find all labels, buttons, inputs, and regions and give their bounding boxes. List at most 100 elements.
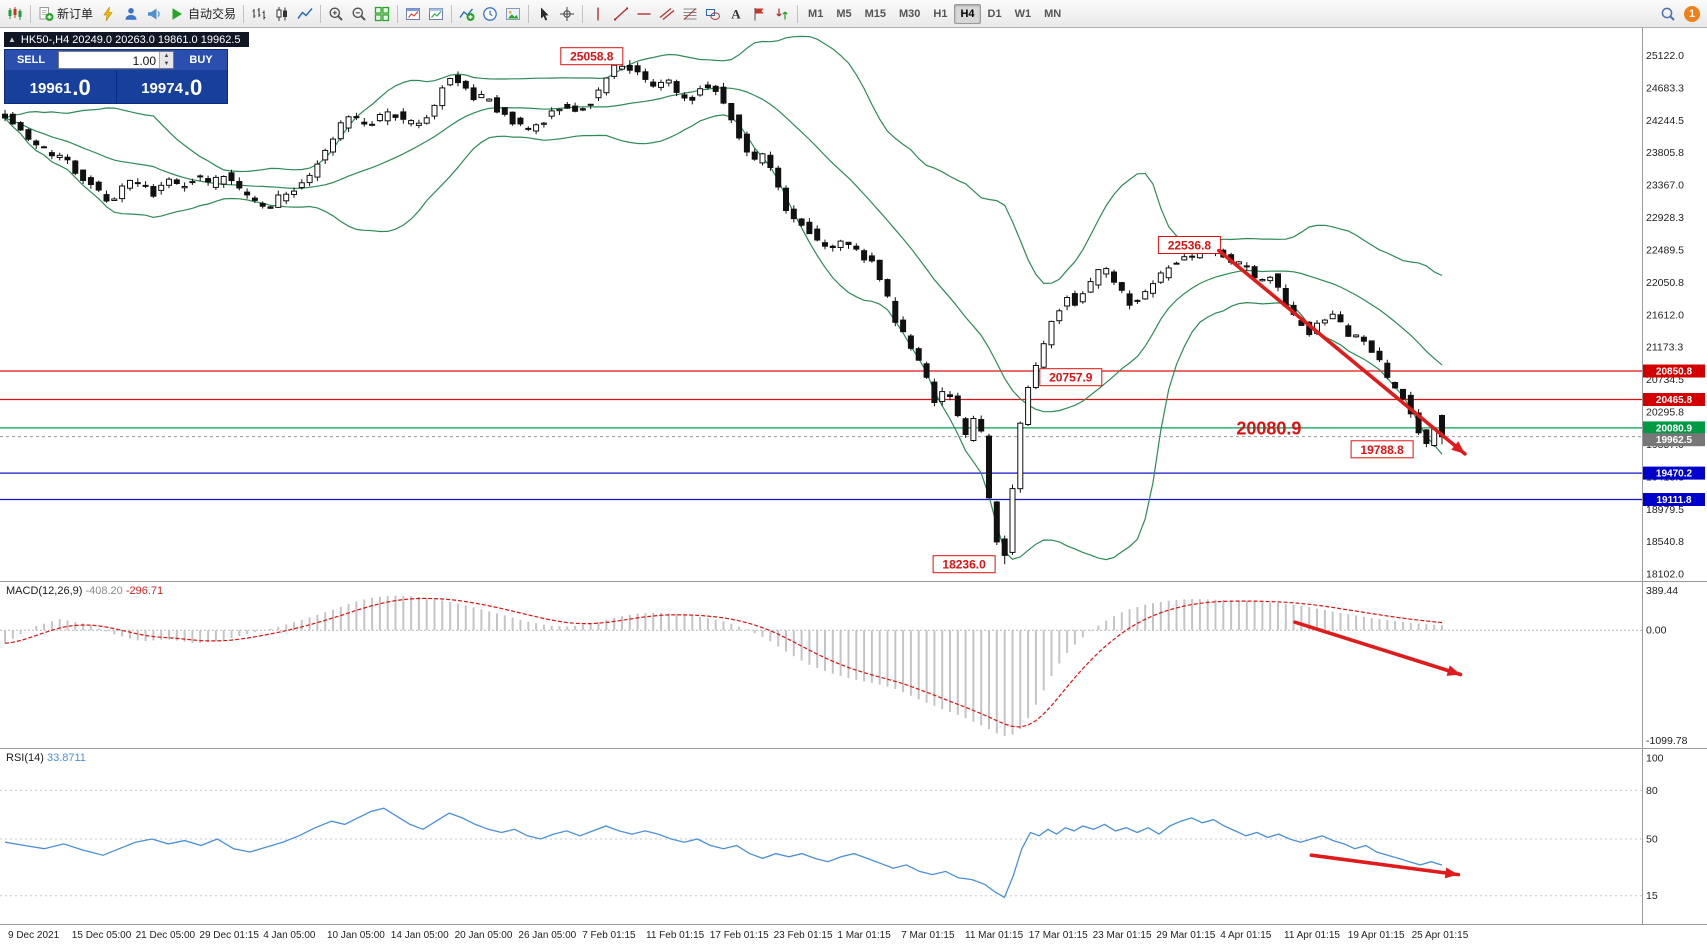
- label-tool-button[interactable]: [748, 3, 770, 25]
- candle-body: [17, 122, 24, 131]
- zoom-out-button[interactable]: [348, 3, 370, 25]
- vertical-line-tool-button[interactable]: [587, 3, 609, 25]
- price-level-tag-bg: [1643, 493, 1705, 506]
- candle-body: [642, 71, 649, 80]
- chart-candles-mode-icon: [274, 6, 290, 22]
- timeframe-m5[interactable]: M5: [836, 7, 852, 20]
- candle-body: [743, 133, 750, 153]
- chart-shift-button[interactable]: [425, 3, 447, 25]
- timeframe-w1[interactable]: W1: [1014, 7, 1032, 20]
- macd-histogram[interactable]: [4, 595, 1443, 736]
- price-annotation[interactable]: 18236.0: [932, 555, 996, 574]
- bollinger-bands[interactable]: [4, 35, 1443, 561]
- macd-indicator-label: MACD(12,26,9) -408.20 -296.71: [6, 585, 163, 597]
- volume-down-icon[interactable]: ▼: [160, 60, 173, 68]
- macd-signal-value: -296.71: [125, 585, 164, 597]
- signals-button[interactable]: [143, 3, 165, 25]
- cursor-tool-button[interactable]: [533, 3, 555, 25]
- price-level-tag-bg: [1643, 421, 1705, 435]
- price-annotation-big[interactable]: 20080.9: [1236, 418, 1301, 438]
- price-annotation[interactable]: 22536.8: [1157, 236, 1221, 254]
- candle-body: [900, 319, 907, 333]
- price-annotation[interactable]: 20757.9: [1039, 368, 1103, 387]
- candle-body: [1001, 538, 1008, 556]
- candle-body: [2, 113, 8, 119]
- bollinger-lower-band[interactable]: [4, 114, 1443, 561]
- rsi-line[interactable]: [4, 807, 1443, 899]
- bollinger-middle-band[interactable]: [4, 87, 1443, 413]
- candle-body: [72, 160, 79, 174]
- chart-bars-mode-button[interactable]: [248, 3, 270, 25]
- one-click-trading-button[interactable]: [97, 3, 119, 25]
- timeframe-mn[interactable]: MN: [1044, 7, 1062, 20]
- candle-body: [400, 111, 407, 120]
- price-annotation[interactable]: 19788.8: [1350, 440, 1414, 459]
- volume-value[interactable]: 1.00: [132, 54, 156, 68]
- auto-trading-button[interactable]: 自动交易: [166, 3, 239, 25]
- candle-body: [392, 114, 399, 118]
- collapse-icon[interactable]: ▲: [8, 35, 16, 44]
- timeframe-m1[interactable]: M1: [808, 7, 824, 20]
- trend-arrow[interactable]: [1293, 620, 1463, 677]
- volume-up-icon[interactable]: ▲: [160, 52, 173, 60]
- screenshot-icon: [505, 6, 521, 22]
- candle-body: [119, 185, 126, 200]
- trend-arrow[interactable]: [1309, 853, 1461, 879]
- candle-body: [1064, 297, 1071, 307]
- candle-body: [423, 117, 430, 124]
- auto-scroll-button[interactable]: [402, 3, 424, 25]
- candle-body: [579, 108, 586, 111]
- arrows-tool-button[interactable]: [771, 3, 793, 25]
- new-order-label: 新订单: [57, 7, 94, 21]
- timeframe-d1[interactable]: D1: [987, 7, 1002, 20]
- timeframe-m30[interactable]: M30: [899, 7, 921, 20]
- symbols-window-button[interactable]: [4, 3, 26, 25]
- trendline-tool-button[interactable]: [610, 3, 632, 25]
- screenshot-button[interactable]: [502, 3, 524, 25]
- periods-button[interactable]: [479, 3, 501, 25]
- price-level-tag: 20465.8: [1643, 393, 1705, 406]
- rsi-scale-label: 50: [1646, 834, 1658, 846]
- candle-body: [1173, 262, 1180, 265]
- candle-body: [1118, 282, 1125, 291]
- search-icon[interactable]: [1657, 3, 1679, 25]
- time-axis-label: 14 Jan 05:00: [391, 930, 449, 941]
- profiles-button[interactable]: [120, 3, 142, 25]
- sell-button[interactable]: 19961 .0: [5, 70, 117, 103]
- macd-signal-line[interactable]: [4, 597, 1443, 728]
- horizontal-line-tool-button[interactable]: [633, 3, 655, 25]
- volume-spinner[interactable]: ▲ ▼: [159, 52, 173, 68]
- candle-body: [806, 221, 813, 235]
- crosshair-tool-button[interactable]: [556, 3, 578, 25]
- price-annotation[interactable]: 25058.8: [560, 47, 624, 66]
- candle-body: [251, 197, 258, 201]
- candle-body: [634, 65, 641, 73]
- timeframe-h1[interactable]: H1: [933, 7, 948, 20]
- chart-line-mode-button[interactable]: [294, 3, 316, 25]
- zoom-in-button[interactable]: [325, 3, 347, 25]
- new-order-button[interactable]: 新订单: [35, 3, 96, 25]
- notification-badge[interactable]: 1: [1684, 5, 1700, 22]
- symbols-window-icon: [7, 6, 23, 22]
- buy-button[interactable]: 19974 .0: [117, 70, 228, 103]
- candle-body: [1111, 271, 1117, 283]
- chart-candles-mode-button[interactable]: [271, 3, 293, 25]
- toolbar-separator: [243, 4, 245, 23]
- candle-body: [80, 169, 87, 182]
- fibonacci-tool-button[interactable]: [679, 3, 701, 25]
- candle-body: [291, 190, 297, 196]
- candle-body: [548, 110, 555, 117]
- insert-indicator-button[interactable]: [456, 3, 478, 25]
- text-tool-button[interactable]: A: [725, 3, 747, 25]
- channel-tool-button[interactable]: [656, 3, 678, 25]
- tile-windows-button[interactable]: [371, 3, 393, 25]
- trend-arrow[interactable]: [1217, 248, 1467, 456]
- time-axis-label: 11 Apr 01:15: [1284, 930, 1340, 941]
- timeframe-m15[interactable]: M15: [864, 7, 886, 20]
- macd-scale-label: 389.44: [1646, 585, 1678, 597]
- volume-input[interactable]: 1.00 ▲ ▼: [58, 51, 174, 69]
- candle-body: [9, 113, 16, 125]
- timeframe-h4[interactable]: H4: [954, 3, 981, 24]
- shapes-tool-button[interactable]: [702, 3, 724, 25]
